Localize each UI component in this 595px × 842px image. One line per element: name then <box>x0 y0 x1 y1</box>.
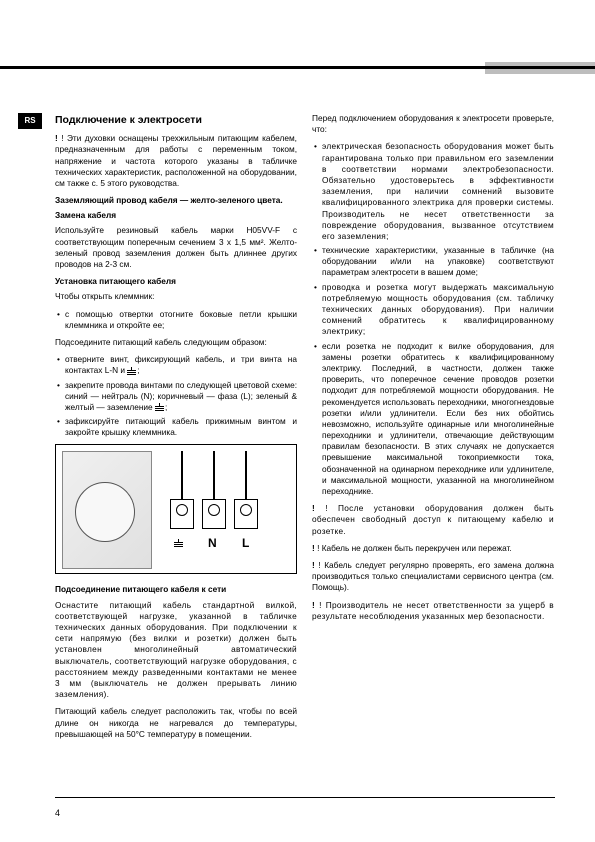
right-column: Перед подключением оборудования к электр… <box>312 113 554 746</box>
diagram-label-n: N <box>208 535 217 551</box>
diagram-wire <box>245 451 247 499</box>
paragraph: ! ! После установки оборудования должен … <box>312 503 554 537</box>
diagram-wire <box>181 451 183 499</box>
footer-rule <box>55 797 555 798</box>
content-columns: Подключение к электросети ! ! Эти духовк… <box>55 113 555 746</box>
diagram-label-l: L <box>242 535 249 551</box>
bullet-list: отверните винт, фиксирующий кабель, и тр… <box>55 354 297 438</box>
page-number: 4 <box>55 808 60 818</box>
bullet-list: электрическая безопасность оборудования … <box>312 141 554 497</box>
subheading: Установка питающего кабеля <box>55 276 297 287</box>
header-rule <box>0 66 595 69</box>
list-item: если розетка не подходит к вилке оборудо… <box>312 341 554 498</box>
left-column: Подключение к электросети ! ! Эти духовк… <box>55 113 297 746</box>
paragraph: Перед подключением оборудования к электр… <box>312 113 554 135</box>
list-item: с помощью отвертки отогните боковые петл… <box>55 309 297 331</box>
list-item: технические характеристики, указанные в … <box>312 245 554 279</box>
list-item: закрепите провода винтами по следующей ц… <box>55 380 297 414</box>
subheading: Подсоединение питающего кабеля к сети <box>55 584 297 595</box>
list-item: отверните винт, фиксирующий кабель, и тр… <box>55 354 297 376</box>
diagram-terminal <box>202 499 226 529</box>
ground-icon <box>155 403 165 412</box>
diagram-circle <box>75 482 135 542</box>
paragraph: ! ! Производитель не несет ответственнос… <box>312 600 554 622</box>
language-tab: RS <box>18 113 42 129</box>
paragraph: Оснастите питающий кабель стандартной ви… <box>55 600 297 701</box>
paragraph: Подсоедините питающий кабель следующим о… <box>55 337 297 348</box>
diagram-wire <box>213 451 215 499</box>
diagram-terminal <box>170 499 194 529</box>
section-title: Подключение к электросети <box>55 113 297 127</box>
paragraph: ! ! Кабель следует регулярно проверять, … <box>312 560 554 594</box>
paragraph: Питающий кабель следует расположить так,… <box>55 706 297 740</box>
paragraph: ! ! Кабель не должен быть перекручен или… <box>312 543 554 554</box>
list-item: электрическая безопасность оборудования … <box>312 141 554 242</box>
diagram-terminal <box>234 499 258 529</box>
diagram-left-panel <box>62 451 152 569</box>
wiring-diagram: N L <box>55 444 297 574</box>
subheading: Замена кабеля <box>55 210 297 221</box>
ground-icon <box>127 367 137 376</box>
diagram-right-panel: N L <box>160 451 290 569</box>
list-item: зафиксируйте питающий кабель прижимным в… <box>55 416 297 438</box>
paragraph: Используйте резиновый кабель марки H05VV… <box>55 225 297 270</box>
ground-icon <box>174 537 184 548</box>
bullet-list: с помощью отвертки отогните боковые петл… <box>55 309 297 331</box>
paragraph: ! ! Эти духовки оснащены трехжильным пит… <box>55 133 297 189</box>
paragraph-bold: Заземляющий провод кабеля — желто-зелено… <box>55 195 297 206</box>
paragraph: Чтобы открыть клеммник: <box>55 291 297 302</box>
list-item: проводка и розетка могут выдержать макси… <box>312 282 554 338</box>
